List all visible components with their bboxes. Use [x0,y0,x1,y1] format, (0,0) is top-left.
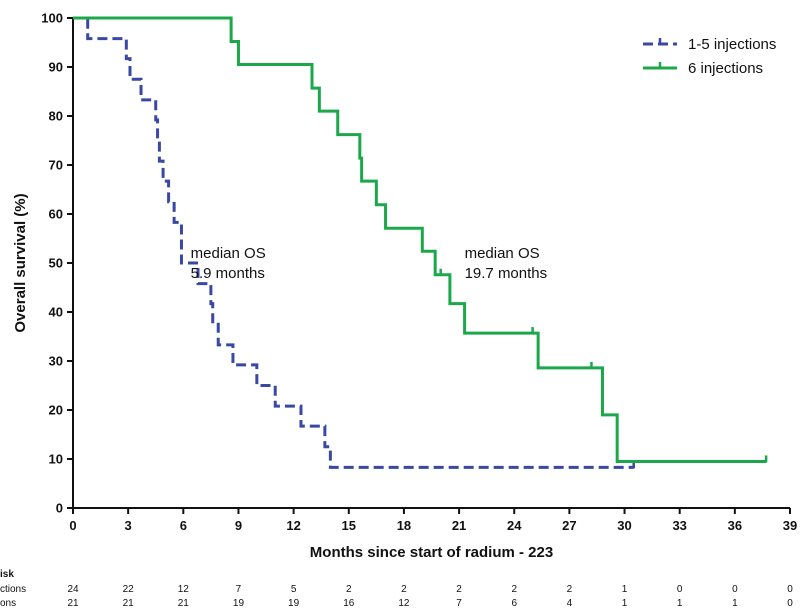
x-tick-label: 24 [507,518,522,533]
x-tick-label: 9 [235,518,242,533]
risk-cell: 6 [511,598,517,609]
y-tick-label: 30 [49,354,63,369]
y-tick-label: 100 [41,11,63,26]
x-tick-label: 6 [180,518,187,533]
y-tick-label: 80 [49,109,63,124]
risk-cell: 16 [343,598,355,609]
annotation-layer: median OS 5.9 months median OS 19.7 months [191,245,547,282]
risk-cell: 5 [291,584,297,595]
risk-cell: 2 [456,584,462,595]
x-tick-label: 39 [783,518,797,533]
risk-cell: 19 [288,598,300,609]
y-tick-label: 60 [49,207,63,222]
x-tick-label: 21 [452,518,466,533]
survival-curve [73,16,634,469]
legend-label: 6 injections [688,60,763,77]
risk-cell: 21 [178,598,190,609]
y-tick-label: 90 [49,60,63,75]
risk-cell: 7 [456,598,462,609]
legend-label: 1-5 injections [688,36,776,53]
x-tick-label: 15 [342,518,356,533]
risk-cell: 19 [233,598,245,609]
risk-cell: 2 [511,584,517,595]
y-tick-label: 0 [56,501,63,516]
risk-cell: 12 [178,584,190,595]
risk-cell: 0 [787,584,793,595]
risk-cell: 0 [732,584,738,595]
risk-cell: 1 [732,598,738,609]
risk-cell: 0 [787,598,793,609]
x-tick-label: 36 [728,518,742,533]
risk-cell: 22 [123,584,135,595]
risk-cell: 1 [677,598,683,609]
risk-cell: 2 [346,584,352,595]
x-tick-label: 18 [397,518,411,533]
risk-cell: 7 [236,584,242,595]
median-annotation-line1: median OS [191,245,266,262]
median-annotation-line1: median OS [465,245,540,262]
y-axis-title: Overall survival (%) [12,193,29,332]
x-tick-label: 3 [125,518,132,533]
x-tick-label: 12 [286,518,300,533]
survival-curve [73,16,767,463]
risk-cell: 4 [567,598,573,609]
y-tick-label: 10 [49,452,63,467]
series-0 [73,16,635,469]
risk-cell: 1 [622,598,628,609]
y-tick-label: 70 [49,158,63,173]
x-tick-label: 27 [562,518,576,533]
median-annotation-line2: 19.7 months [465,265,548,282]
y-tick-label: 20 [49,403,63,418]
risk-cell: 0 [677,584,683,595]
risk-cell: 1 [622,584,628,595]
risk-cell: 24 [67,584,79,595]
x-tick-label: 30 [617,518,631,533]
x-tick-label: 33 [672,518,686,533]
series-1 [73,16,768,463]
legend: 1-5 injections 6 injections [643,36,776,77]
risk-cell: 21 [123,598,135,609]
risk-row-label: ons [0,598,16,609]
risk-cell: 2 [401,584,407,595]
risk-table-header: isk [0,569,14,580]
x-tick-label: 0 [69,518,76,533]
x-axis-title: Months since start of radium - 223 [310,544,553,561]
y-tick-label: 40 [49,305,63,320]
risk-row-label: ctions [0,584,26,595]
median-annotation-line2: 5.9 months [191,265,265,282]
risk-cell: 2 [567,584,573,595]
risk-cell: 12 [398,598,410,609]
risk-cell: 21 [67,598,79,609]
series-layer [73,16,768,469]
y-tick-label: 50 [49,256,63,271]
